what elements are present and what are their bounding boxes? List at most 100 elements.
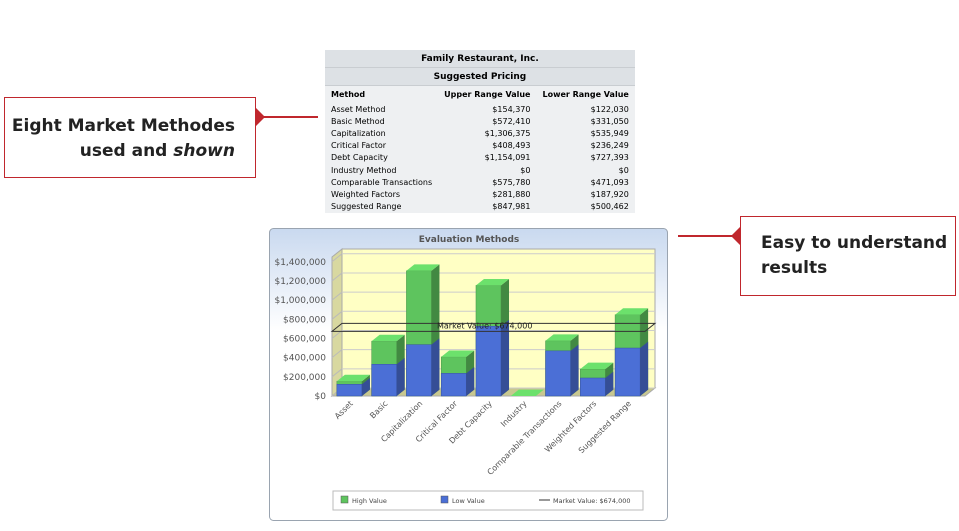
bar <box>440 373 467 397</box>
chart: Evaluation Methods $0 $200,000 $400,000 $60… <box>269 228 668 521</box>
table-cell: $154,370 <box>492 104 531 114</box>
callout: Easy to understand results <box>740 216 956 296</box>
y-tick-label: $1,000,000 <box>274 296 326 306</box>
bar-side <box>396 357 405 396</box>
bar-side <box>640 341 649 396</box>
bar-side <box>605 371 614 396</box>
table-cell: Asset Method <box>331 104 386 114</box>
bar-top <box>441 350 475 357</box>
bar-top <box>475 278 510 286</box>
bar-top <box>371 334 405 342</box>
bar-side <box>361 377 370 396</box>
table-cell: $0 <box>618 165 629 175</box>
legend-label: Low Value <box>452 497 485 505</box>
market-value-line <box>330 322 657 332</box>
bar <box>336 384 363 397</box>
legend-label: High Value <box>352 497 387 505</box>
bar-top <box>615 308 649 315</box>
bar-top <box>336 374 370 382</box>
bar-side <box>570 344 579 396</box>
callout-text: Eight Market Methodes <box>11 116 235 136</box>
table-cell: $727,393 <box>590 153 629 163</box>
table-row: Asset Method $154,370 $122,030 <box>325 103 635 115</box>
table-cell: $500,462 <box>590 202 629 212</box>
bar-top <box>580 362 614 369</box>
table-cell: $0 <box>520 165 531 175</box>
table-row: Critical Factor $408,493 $236,249 <box>325 140 635 152</box>
bar <box>371 364 397 397</box>
table-cell: $575,780 <box>492 177 531 187</box>
table-cell: Industry Method <box>331 165 397 175</box>
bar-side <box>431 338 440 396</box>
table-row: Debt Capacity $1,154,091 $727,393 <box>325 152 635 164</box>
y-tick-label: $200,000 <box>283 373 326 383</box>
callout: Eight Market Methodes used and shown <box>4 97 256 178</box>
y-tick-label: $600,000 <box>283 334 326 344</box>
column-header: Method <box>331 90 366 99</box>
table-cell: Comparable Transactions <box>331 177 433 187</box>
table-cell: Critical Factor <box>331 141 387 151</box>
table-cell: Debt Capacity <box>331 153 388 163</box>
grid-line <box>331 310 343 320</box>
y-tick-label: $1,400,000 <box>274 258 326 268</box>
table-cell: $331,050 <box>590 116 629 126</box>
table-cell: $187,920 <box>590 189 629 199</box>
bar-top <box>406 264 440 271</box>
grid-line <box>331 253 343 263</box>
table-cell: $1,154,091 <box>484 153 531 163</box>
callout-emphasis: shown <box>173 141 235 161</box>
table-cell: $281,880 <box>492 189 531 199</box>
table-subtitle: Suggested Pricing <box>325 67 635 86</box>
callout-text: used and shown <box>5 139 235 164</box>
table-row: Industry Method $0 $0 <box>325 164 635 176</box>
side-wall <box>331 247 343 398</box>
bar-side <box>501 319 510 396</box>
table-cell: $847,981 <box>492 202 531 212</box>
table-row: Suggested Range $847,981 $500,462 <box>325 201 635 213</box>
legend-swatch <box>440 495 449 504</box>
legend <box>332 490 644 511</box>
y-tick-label: $400,000 <box>283 354 326 364</box>
arrow-head <box>255 107 265 127</box>
column-header: Upper Range Value <box>444 90 531 99</box>
bar <box>475 326 502 397</box>
table-cell: Capitalization <box>331 128 386 138</box>
table-row: Weighted Factors $281,880 $187,920 <box>325 188 635 200</box>
table-cell: Weighted Factors <box>331 189 401 199</box>
table-cell: $471,093 <box>590 177 629 187</box>
bar <box>545 350 571 397</box>
table-cell: $122,030 <box>590 104 629 114</box>
bar <box>406 344 432 397</box>
bar <box>614 347 641 397</box>
column-header: Lower Range Value <box>542 90 629 99</box>
y-tick-label: $800,000 <box>283 315 326 325</box>
y-tick-label: $0 <box>315 392 327 402</box>
table-cell: $408,493 <box>492 141 531 151</box>
table-row: Comparable Transactions $575,780 $471,093 <box>325 176 635 188</box>
table-row: Capitalization $1,306,375 $535,949 <box>325 127 635 139</box>
legend-swatch <box>340 495 349 504</box>
market-value-label: Market Value: $674,000 <box>437 321 532 330</box>
bar-top <box>545 334 579 341</box>
callout-text: results <box>761 258 828 278</box>
grid-line <box>331 272 343 282</box>
callout-text: Easy to understand <box>761 233 948 253</box>
table-cell: $572,410 <box>492 116 531 126</box>
grid-line <box>331 368 343 378</box>
bar-top <box>510 389 544 396</box>
table-cell: $236,249 <box>590 141 629 151</box>
bar-side <box>466 366 475 396</box>
callout-text: used and <box>79 141 168 161</box>
grid-line <box>331 349 343 359</box>
bar <box>580 377 606 397</box>
table-cell: Basic Method <box>331 116 385 126</box>
pricing-table: Family Restaurant, Inc. Suggested Pricin… <box>325 50 635 213</box>
grid-line <box>331 291 343 301</box>
chart-title: Evaluation Methods <box>419 235 520 245</box>
table-cell: Suggested Range <box>331 202 402 212</box>
table-title: Family Restaurant, Inc. <box>325 50 635 68</box>
table-cell: $1,306,375 <box>484 128 531 138</box>
table-cell: $535,949 <box>590 128 629 138</box>
